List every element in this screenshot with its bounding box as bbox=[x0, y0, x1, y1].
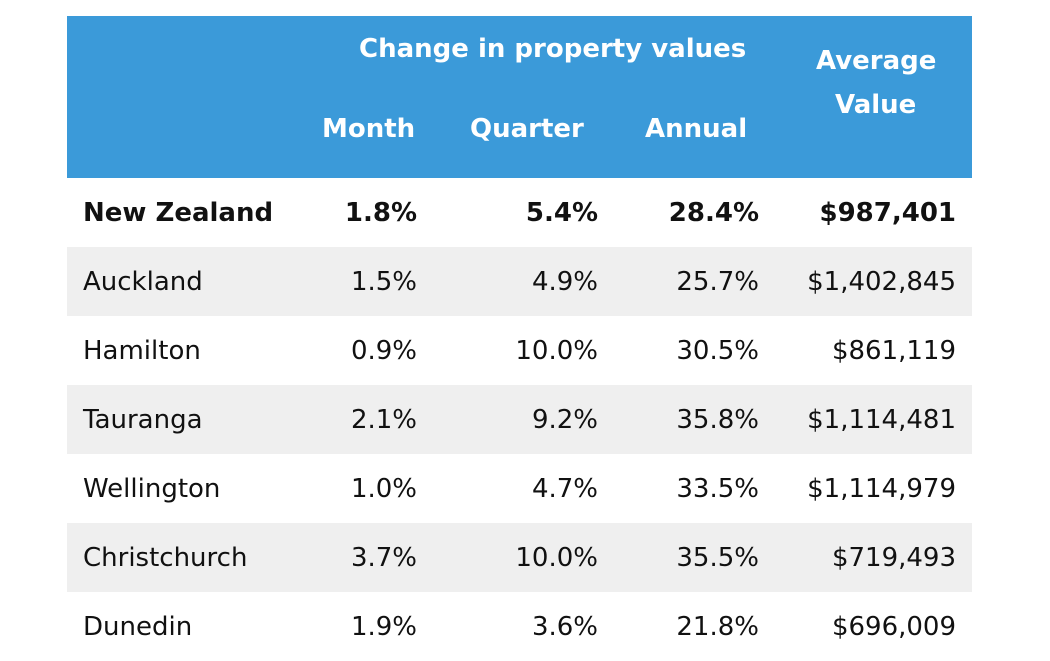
month-cell: 1.8% bbox=[344, 197, 417, 228]
quarter-cell: 9.2% bbox=[531, 404, 598, 435]
table-row-christchurch: Christchurch 3.7% 10.0% 35.5% $719,493 bbox=[67, 523, 972, 592]
table-header: Change in property values Month Quarter … bbox=[67, 16, 972, 178]
month-cell: 0.9% bbox=[350, 335, 417, 366]
header-month: Month bbox=[322, 114, 416, 144]
table-row-wellington: Wellington 1.0% 4.7% 33.5% $1,114,979 bbox=[67, 454, 972, 523]
average-value-cell: $1,114,481 bbox=[807, 404, 956, 435]
region-cell: Wellington bbox=[83, 473, 221, 504]
average-value-cell: $1,402,845 bbox=[807, 266, 956, 297]
region-cell: Dunedin bbox=[83, 611, 193, 642]
annual-cell: 30.5% bbox=[676, 335, 759, 366]
header-average-line1: Average bbox=[816, 46, 937, 76]
average-value-cell: $719,493 bbox=[831, 542, 956, 573]
quarter-cell: 4.9% bbox=[531, 266, 598, 297]
average-value-cell: $987,401 bbox=[819, 197, 956, 228]
annual-cell: 35.8% bbox=[676, 404, 759, 435]
quarter-cell: 5.4% bbox=[525, 197, 598, 228]
region-cell: New Zealand bbox=[83, 197, 274, 228]
annual-cell: 28.4% bbox=[668, 197, 759, 228]
month-cell: 1.9% bbox=[350, 611, 417, 642]
annual-cell: 33.5% bbox=[676, 473, 759, 504]
annual-cell: 35.5% bbox=[676, 542, 759, 573]
table-row-new-zealand: New Zealand 1.8% 5.4% 28.4% $987,401 bbox=[67, 178, 972, 247]
month-cell: 2.1% bbox=[350, 404, 417, 435]
table-row-hamilton: Hamilton 0.9% 10.0% 30.5% $861,119 bbox=[67, 316, 972, 385]
month-cell: 1.0% bbox=[350, 473, 417, 504]
month-cell: 3.7% bbox=[350, 542, 417, 573]
quarter-cell: 4.7% bbox=[531, 473, 598, 504]
table-row-dunedin: Dunedin 1.9% 3.6% 21.8% $696,009 bbox=[67, 592, 972, 661]
average-value-cell: $1,114,979 bbox=[807, 473, 956, 504]
region-cell: Tauranga bbox=[83, 404, 203, 435]
quarter-cell: 10.0% bbox=[515, 335, 598, 366]
region-cell: Christchurch bbox=[83, 542, 248, 573]
month-cell: 1.5% bbox=[350, 266, 417, 297]
header-quarter: Quarter bbox=[470, 114, 584, 144]
header-group-title: Change in property values bbox=[359, 34, 747, 64]
average-value-cell: $861,119 bbox=[831, 335, 956, 366]
quarter-cell: 3.6% bbox=[531, 611, 598, 642]
table-row-auckland: Auckland 1.5% 4.9% 25.7% $1,402,845 bbox=[67, 247, 972, 316]
region-cell: Auckland bbox=[83, 266, 203, 297]
header-annual: Annual bbox=[645, 114, 748, 144]
annual-cell: 21.8% bbox=[676, 611, 759, 642]
header-average-line2: Value bbox=[835, 90, 917, 120]
annual-cell: 25.7% bbox=[676, 266, 759, 297]
region-cell: Hamilton bbox=[83, 335, 201, 366]
property-values-table: Change in property values Month Quarter … bbox=[67, 16, 972, 661]
average-value-cell: $696,009 bbox=[831, 611, 956, 642]
quarter-cell: 10.0% bbox=[515, 542, 598, 573]
table-row-tauranga: Tauranga 2.1% 9.2% 35.8% $1,114,481 bbox=[67, 385, 972, 454]
